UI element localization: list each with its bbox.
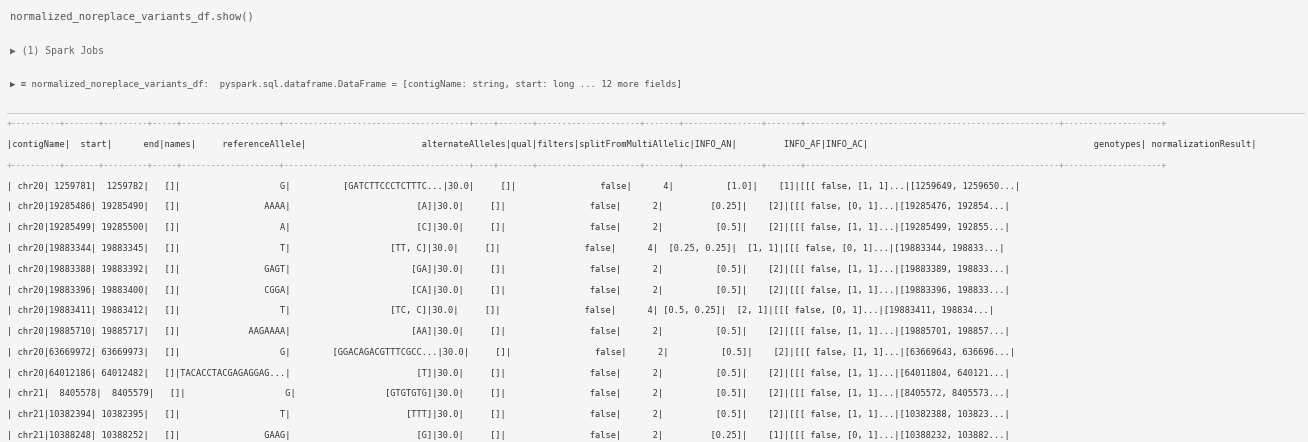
- Text: | chr20|19883388| 19883392|   []|                GAGT|                       [GA: | chr20|19883388| 19883392| []| GAGT| [G…: [7, 265, 1010, 274]
- Text: | chr20|64012186| 64012482|   []|TACACCTACGAGAGGAG...|                        [T: | chr20|64012186| 64012482| []|TACACCTAC…: [7, 369, 1010, 377]
- Text: ▶ ≡ normalized_noreplace_variants_df:  pyspark.sql.dataframe.DataFrame = [contig: ▶ ≡ normalized_noreplace_variants_df: py…: [10, 80, 683, 88]
- Text: | chr20|19285499| 19285500|   []|                   A|                        [C: | chr20|19285499| 19285500| []| A| [C: [7, 223, 1010, 232]
- Text: | chr20|63669972| 63669973|   []|                   G|        [GGACAGACGTTTCGCC.: | chr20|63669972| 63669973| []| G| [GGAC…: [7, 348, 1015, 357]
- Text: | chr20|19885710| 19885717|   []|             AAGAAAA|                       [AA: | chr20|19885710| 19885717| []| AAGAAAA|…: [7, 327, 1010, 336]
- Text: |contigName|  start|      end|names|     referenceAllele|                      a: |contigName| start| end|names| reference…: [7, 140, 1256, 149]
- Text: | chr21|  8405578|  8405579|   []|                   G|                 [GTGTGTG: | chr21| 8405578| 8405579| []| G| [GTGTG…: [7, 389, 1010, 398]
- Text: | chr20|19285486| 19285490|   []|                AAAA|                        [A: | chr20|19285486| 19285490| []| AAAA| [A: [7, 202, 1010, 211]
- Text: | chr21|10382394| 10382395|   []|                   T|                      [TTT: | chr21|10382394| 10382395| []| T| [TTT: [7, 410, 1010, 419]
- Text: | chr21|10388248| 10388252|   []|                GAAG|                        [G: | chr21|10388248| 10388252| []| GAAG| [G: [7, 431, 1010, 440]
- Text: ▶ (1) Spark Jobs: ▶ (1) Spark Jobs: [10, 46, 105, 57]
- Text: | chr20|19883396| 19883400|   []|                CGGA|                       [CA: | chr20|19883396| 19883400| []| CGGA| [C…: [7, 286, 1010, 294]
- Text: normalized_noreplace_variants_df.show(): normalized_noreplace_variants_df.show(): [10, 11, 254, 22]
- Text: +----------+-------+---------+-----+--------------------+-----------------------: +----------+-------+---------+-----+----…: [7, 119, 1167, 128]
- Text: | chr20|19883411| 19883412|   []|                   T|                   [TC, C]: | chr20|19883411| 19883412| []| T| [TC, …: [7, 306, 994, 315]
- Text: | chr20| 1259781|  1259782|   []|                   G|          [GATCTTCCCTCTTTC: | chr20| 1259781| 1259782| []| G| [GATCT…: [7, 182, 1020, 191]
- Text: +----------+-------+---------+-----+--------------------+-----------------------: +----------+-------+---------+-----+----…: [7, 161, 1167, 170]
- Text: | chr20|19883344| 19883345|   []|                   T|                   [TT, C]: | chr20|19883344| 19883345| []| T| [TT, …: [7, 244, 1005, 253]
